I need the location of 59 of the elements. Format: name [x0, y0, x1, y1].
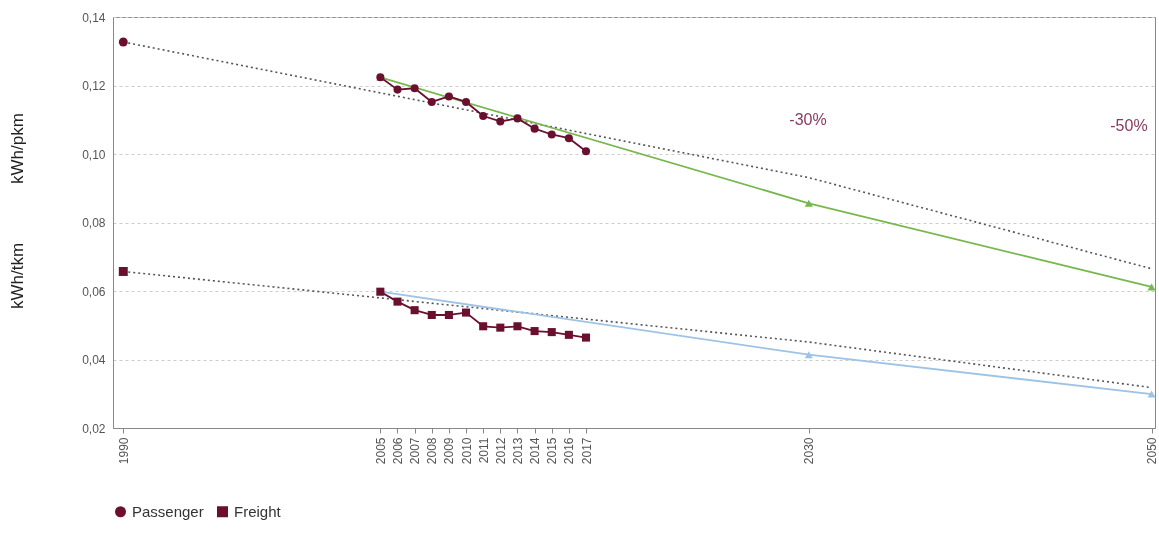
x-tick-label: 2008: [425, 437, 440, 465]
x-tick-label: 1990: [116, 437, 131, 465]
point: [581, 147, 591, 156]
annotation: -50%: [1110, 116, 1148, 134]
point: [444, 310, 453, 320]
x-tick-label: 2006: [390, 437, 405, 465]
point: [564, 330, 573, 339]
point: [530, 327, 539, 336]
point: [462, 97, 471, 106]
point: [462, 308, 471, 317]
point: [496, 323, 505, 332]
point: [547, 328, 556, 337]
y-tick-label: 0,08: [82, 216, 106, 230]
x-tick-label: 2050: [1145, 437, 1159, 465]
x-tick-label: 2013: [510, 437, 525, 465]
point: [427, 97, 436, 106]
point: [444, 92, 453, 101]
y-tick-label: 0,10: [82, 147, 106, 162]
point: [1147, 390, 1156, 398]
point: [427, 310, 436, 320]
x-tick-label: 2005: [373, 437, 388, 465]
y-tick-label: 0,14: [82, 10, 106, 25]
x-tick-label: 2011: [476, 437, 491, 464]
point: [410, 306, 419, 315]
point: [581, 333, 591, 342]
point: [118, 37, 128, 47]
x-tick-label: 2014: [528, 437, 543, 465]
y-tick-label: 0,06: [82, 284, 106, 299]
x-tick-label: 2012: [493, 437, 508, 465]
x-tick-label: 2017: [579, 437, 594, 465]
point: [513, 322, 522, 331]
point: [410, 84, 419, 93]
point: [118, 267, 128, 276]
x-tick-label: 2010: [459, 437, 474, 465]
x-tick-label: 2016: [562, 437, 577, 465]
point: [804, 199, 813, 207]
y-tick-label: 0,12: [82, 79, 106, 93]
x-tick-label: 2007: [408, 437, 423, 465]
y-tick-label: 0,02: [82, 421, 106, 436]
point: [479, 111, 488, 121]
annotation: -30%: [789, 110, 827, 128]
x-tick-label: 2015: [545, 437, 560, 465]
legend-label: Freight: [234, 502, 282, 520]
point: [479, 322, 488, 331]
point: [513, 114, 522, 123]
x-tick-label: 2009: [442, 437, 457, 465]
point: [564, 134, 573, 143]
point: [547, 130, 556, 139]
point: [1147, 283, 1156, 291]
point: [804, 351, 813, 359]
y-axis-title: kWh/pkm: [8, 113, 27, 184]
legend-label: Passenger: [132, 502, 204, 520]
point: [496, 117, 505, 126]
x-tick-label: 2030: [802, 437, 817, 465]
y-tick-label: 0,04: [82, 353, 106, 367]
point: [393, 85, 402, 94]
text: kWh/tkm: [8, 242, 27, 309]
point: [530, 124, 539, 133]
point: [393, 297, 402, 306]
